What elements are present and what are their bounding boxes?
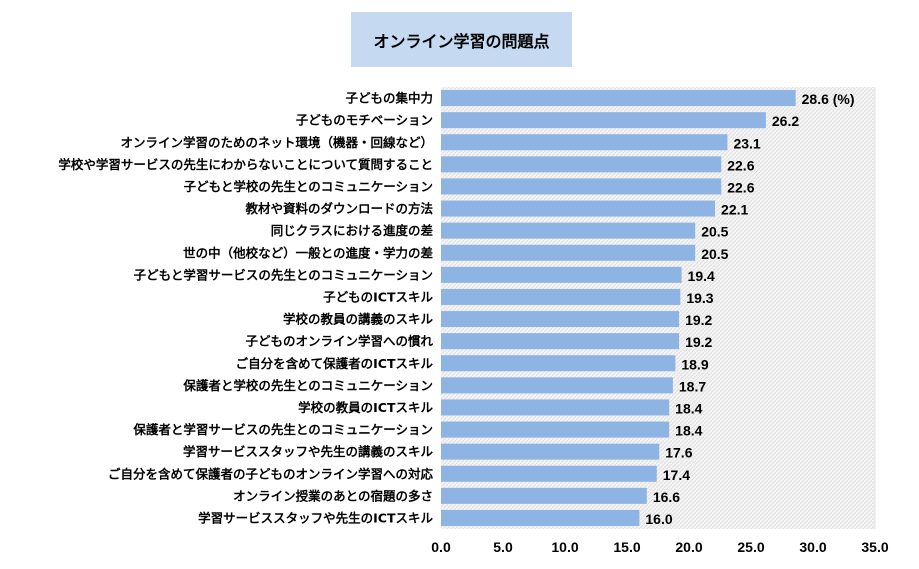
category-label: 子どもの集中力 xyxy=(345,91,433,106)
bar xyxy=(441,90,796,107)
data-label: 26.2 xyxy=(772,113,799,129)
bar xyxy=(441,421,670,438)
data-label: 17.6 xyxy=(665,445,692,461)
category-label: オンライン授業のあとの宿題の多さ xyxy=(233,488,433,503)
category-label: 保護者と学習サービスの先生とのコミュニケーション xyxy=(132,422,433,437)
x-tick-label: 0.0 xyxy=(431,539,451,555)
bar xyxy=(441,333,680,350)
bar xyxy=(441,377,673,394)
bar xyxy=(441,178,722,195)
data-label: 18.7 xyxy=(679,378,706,394)
data-label: 19.2 xyxy=(685,312,712,328)
data-label: 16.6 xyxy=(653,489,680,505)
bar xyxy=(441,244,696,261)
category-label: 学習サービススタッフや先生の講義のスキル xyxy=(183,444,434,459)
category-label: オンライン学習のためのネット環境（機器・回線など） xyxy=(120,135,433,150)
category-label: 子どものオンライン学習への慣れ xyxy=(245,334,433,349)
category-label: 同じクラスにおける進度の差 xyxy=(271,223,433,238)
category-label: 世の中（他校など）一般との進度・学力の差 xyxy=(183,245,433,260)
x-tick-label: 35.0 xyxy=(861,539,888,555)
bar xyxy=(441,266,682,283)
data-label: 16.0 xyxy=(645,511,672,527)
data-label: 22.6 xyxy=(727,179,754,195)
bar xyxy=(441,311,680,328)
data-label: 17.4 xyxy=(663,467,690,483)
category-label: 教材や資料のダウンロードの方法 xyxy=(244,201,433,216)
chart-title: オンライン学習の問題点 xyxy=(351,12,572,67)
x-tick-label: 5.0 xyxy=(493,539,513,555)
bar xyxy=(441,156,722,173)
x-tick-label: 25.0 xyxy=(737,539,764,555)
bar xyxy=(441,200,716,217)
x-tick-label: 10.0 xyxy=(551,539,578,555)
category-label: 子どものICTスキル xyxy=(323,289,433,304)
category-label: 保護者と学校の先生とのコミュニケーション xyxy=(182,378,433,393)
bar xyxy=(441,399,670,416)
bar xyxy=(441,465,657,482)
category-label: 学校や学習サービスの先生にわからないことについて質問すること xyxy=(58,157,433,172)
data-label: 18.4 xyxy=(675,423,702,439)
data-label: 20.5 xyxy=(701,224,728,240)
bar xyxy=(441,222,696,239)
plot-background xyxy=(441,87,875,529)
data-label: 19.4 xyxy=(688,268,715,284)
category-label: 子どもと学習サービスの先生とのコミュニケーション xyxy=(134,267,433,282)
category-label: 学習サービススタッフや先生のICTスキル xyxy=(198,510,433,525)
bar xyxy=(441,355,676,372)
category-label: 子どものモチベーション xyxy=(296,113,433,128)
bar xyxy=(441,288,681,305)
category-label: ご自分を含めて保護者のICTスキル xyxy=(236,356,434,371)
category-label: 学校の教員のICTスキル xyxy=(298,400,433,415)
data-label: 22.1 xyxy=(721,202,748,218)
x-tick-label: 15.0 xyxy=(613,539,640,555)
bar xyxy=(441,487,647,504)
data-label: 19.2 xyxy=(685,334,712,350)
bar xyxy=(441,509,640,526)
data-label: 19.3 xyxy=(686,290,713,306)
bar xyxy=(441,134,728,151)
data-label: 28.6 (%) xyxy=(802,91,855,107)
data-label: 20.5 xyxy=(701,246,728,262)
category-label: 子どもと学校の先生とのコミュニケーション xyxy=(184,179,433,194)
bar xyxy=(441,443,660,460)
category-label: ご自分を含めて保護者の子どものオンライン学習への対応 xyxy=(108,466,434,481)
data-label: 23.1 xyxy=(733,135,760,151)
category-label: 学校の教員の講義のスキル xyxy=(283,312,434,327)
data-label: 18.9 xyxy=(681,356,708,372)
data-label: 22.6 xyxy=(727,157,754,173)
x-tick-label: 20.0 xyxy=(675,539,702,555)
bar xyxy=(441,112,766,129)
data-label: 18.4 xyxy=(675,400,702,416)
x-tick-label: 30.0 xyxy=(799,539,826,555)
